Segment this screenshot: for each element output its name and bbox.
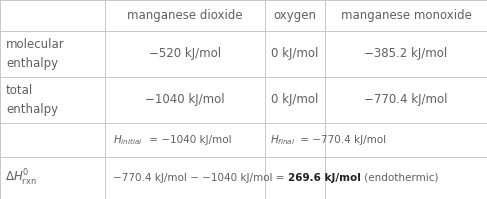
- Text: $\Delta H^0_\mathregular{rxn}$: $\Delta H^0_\mathregular{rxn}$: [5, 168, 37, 188]
- Text: total
enthalpy: total enthalpy: [6, 85, 58, 115]
- Text: 269.6 kJ/mol: 269.6 kJ/mol: [288, 173, 361, 183]
- Text: = −1040 kJ/mol: = −1040 kJ/mol: [146, 135, 232, 145]
- Text: manganese monoxide: manganese monoxide: [340, 9, 471, 22]
- Text: molecular
enthalpy: molecular enthalpy: [6, 38, 65, 69]
- Text: (endothermic): (endothermic): [361, 173, 438, 183]
- Text: $H_\mathregular{initial}$: $H_\mathregular{initial}$: [113, 133, 143, 147]
- Text: −770.4 kJ/mol: −770.4 kJ/mol: [364, 94, 448, 106]
- Text: −1040 kJ/mol: −1040 kJ/mol: [145, 94, 225, 106]
- Text: $H_\mathregular{final}$: $H_\mathregular{final}$: [270, 133, 296, 147]
- Text: = −770.4 kJ/mol: = −770.4 kJ/mol: [297, 135, 386, 145]
- Text: −385.2 kJ/mol: −385.2 kJ/mol: [364, 48, 448, 60]
- Text: −770.4 kJ/mol − −1040 kJ/mol =: −770.4 kJ/mol − −1040 kJ/mol =: [113, 173, 288, 183]
- Text: −520 kJ/mol: −520 kJ/mol: [149, 48, 221, 60]
- Text: 0 kJ/mol: 0 kJ/mol: [271, 48, 318, 60]
- Text: oxygen: oxygen: [274, 9, 317, 22]
- Text: 0 kJ/mol: 0 kJ/mol: [271, 94, 318, 106]
- Text: manganese dioxide: manganese dioxide: [127, 9, 243, 22]
